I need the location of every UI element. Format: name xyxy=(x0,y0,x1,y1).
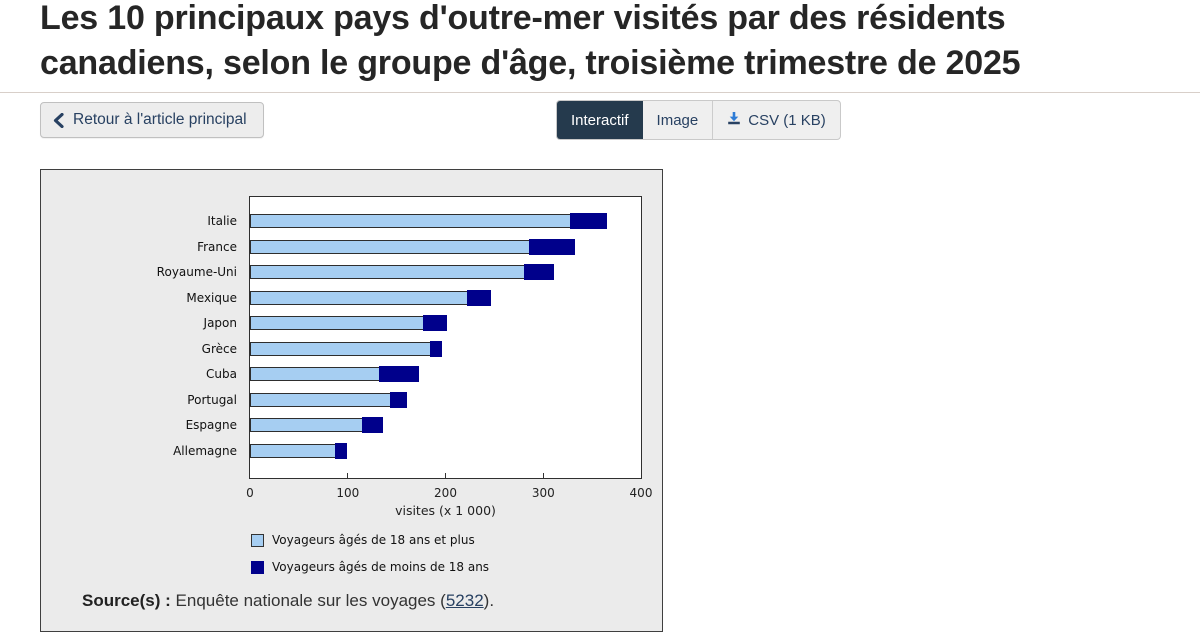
bar-segment-minors[interactable] xyxy=(569,213,607,229)
bar-segment-minors[interactable] xyxy=(429,340,443,357)
source-text: Enquête nationale sur les voyages ( xyxy=(175,591,446,610)
source-link[interactable]: 5232 xyxy=(445,591,484,610)
legend-swatch-minors xyxy=(251,560,264,574)
bar-segment-minors[interactable] xyxy=(335,443,347,459)
chart-panel: visites (x 1 000) Source(s) : Enquête na… xyxy=(40,169,663,632)
view-tabs: Interactif Image CSV (1 KB) xyxy=(556,100,841,140)
bar-segment-minors[interactable] xyxy=(528,238,575,255)
bar-segment-minors[interactable] xyxy=(523,264,554,281)
category-label: Allemagne xyxy=(173,444,237,458)
tab-csv-download[interactable]: CSV (1 KB) xyxy=(712,101,840,139)
bar-segment-adults[interactable] xyxy=(250,290,468,305)
category-label: Japon xyxy=(203,316,237,331)
category-label: France xyxy=(197,239,237,254)
plot-area xyxy=(249,196,642,479)
x-tick-label: 100 xyxy=(336,486,360,500)
tab-interactif[interactable]: Interactif xyxy=(557,101,643,139)
x-axis-tick xyxy=(347,473,349,478)
legend-label: Voyageurs âgés de 18 ans et plus xyxy=(272,533,475,547)
bar-segment-adults[interactable] xyxy=(250,265,525,280)
bar-segment-adults[interactable] xyxy=(250,367,380,382)
bar-segment-adults[interactable] xyxy=(250,239,530,254)
legend-item[interactable]: Voyageurs âgés de 18 ans et plus xyxy=(251,533,475,547)
category-label: Italie xyxy=(207,214,237,228)
bar-segment-minors[interactable] xyxy=(379,366,420,383)
download-icon xyxy=(727,111,741,129)
category-label: Espagne xyxy=(185,418,237,433)
bar-segment-minors[interactable] xyxy=(389,391,408,408)
category-label: Grèce xyxy=(201,341,237,356)
bar-segment-adults[interactable] xyxy=(250,392,391,407)
bar-segment-minors[interactable] xyxy=(467,289,491,306)
legend-item[interactable]: Voyageurs âgés de moins de 18 ans xyxy=(251,560,489,574)
x-axis-title: visites (x 1 000) xyxy=(395,503,496,518)
page-title-line2: canadiens, selon le groupe d'âge, troisi… xyxy=(40,44,1021,82)
title-divider xyxy=(0,92,1200,93)
source-label: Source(s) : xyxy=(82,591,171,610)
x-tick-label: 400 xyxy=(629,486,653,500)
category-label: Portugal xyxy=(187,392,237,407)
x-tick-label: 300 xyxy=(531,486,555,500)
x-axis-tick xyxy=(445,473,446,478)
back-button-label: Retour à l'article principal xyxy=(73,111,247,128)
tab-image[interactable]: Image xyxy=(643,101,713,139)
category-label: Royaume-Uni xyxy=(156,265,237,280)
bar-segment-adults[interactable] xyxy=(250,316,424,331)
category-label: Mexique xyxy=(186,290,237,305)
source-note: Source(s) : Enquête nationale sur les vo… xyxy=(82,591,494,611)
x-tick-label: 0 xyxy=(246,486,254,500)
bar-segment-minors[interactable] xyxy=(423,315,447,332)
source-text-suffix: ). xyxy=(483,591,495,610)
bar-segment-adults[interactable] xyxy=(250,341,431,356)
bar-segment-adults[interactable] xyxy=(250,214,571,228)
page-title-line1: Les 10 principaux pays d'outre-mer visit… xyxy=(40,0,1006,37)
x-tick-label: 200 xyxy=(434,486,457,500)
legend-swatch-adults xyxy=(251,533,264,547)
bar-segment-minors[interactable] xyxy=(362,417,383,434)
back-button[interactable]: Retour à l'article principal xyxy=(40,102,264,138)
chevron-left-icon xyxy=(53,112,64,128)
bar-segment-adults[interactable] xyxy=(250,444,336,458)
legend-label: Voyageurs âgés de moins de 18 ans xyxy=(272,560,490,574)
bar-segment-adults[interactable] xyxy=(250,418,364,433)
csv-label: CSV (1 KB) xyxy=(748,111,826,129)
category-label: Cuba xyxy=(206,367,237,382)
page-title: Les 10 principaux pays d'outre-mer visit… xyxy=(40,0,1180,86)
x-axis-tick xyxy=(542,473,544,478)
